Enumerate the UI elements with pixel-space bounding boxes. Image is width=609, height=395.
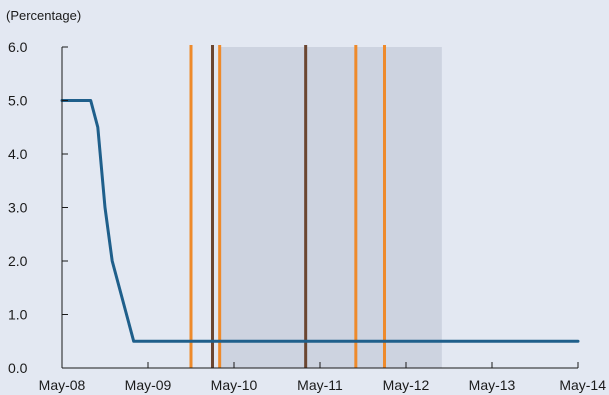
series-layer xyxy=(60,99,580,343)
x-tick-label: May-12 xyxy=(383,377,430,393)
x-tick-label: May-08 xyxy=(39,377,86,393)
x-tick-labels: May-08 May-09 May-10 May-11 May-12 May-13 May-… xyxy=(39,377,607,393)
shaded-region xyxy=(219,47,442,368)
x-tick-label: May-13 xyxy=(469,377,516,393)
event-lines-layer xyxy=(189,45,386,368)
y-tick-label: 2.0 xyxy=(8,253,28,269)
y-unit-label: (Percentage) xyxy=(6,8,81,23)
y-tick-label: 5.0 xyxy=(8,93,28,109)
y-tick-label: 3.0 xyxy=(8,200,28,216)
x-tick-label: May-14 xyxy=(559,377,606,393)
x-tick-label: May-10 xyxy=(211,377,258,393)
y-tick-label: 0.0 xyxy=(8,360,28,376)
y-tick-label: 4.0 xyxy=(8,146,28,162)
y-tick-labels: 0.0 1.0 2.0 3.0 4.0 5.0 6.0 xyxy=(8,39,28,376)
y-tick-label: 6.0 xyxy=(8,39,28,55)
series-line-1 xyxy=(60,99,580,343)
x-tick-label: May-09 xyxy=(125,377,172,393)
axes xyxy=(61,46,579,369)
shaded-region-layer xyxy=(219,47,442,368)
x-tick-label: May-11 xyxy=(297,377,343,393)
y-tick-label: 1.0 xyxy=(8,307,28,323)
